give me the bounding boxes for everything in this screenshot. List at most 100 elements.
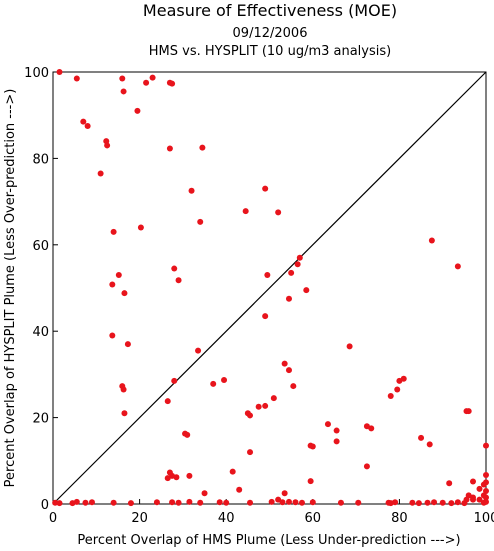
data-point bbox=[188, 187, 195, 194]
data-point bbox=[268, 498, 275, 505]
x-tick-label: 0 bbox=[49, 511, 57, 526]
y-tick-label: 40 bbox=[32, 325, 49, 340]
data-point bbox=[415, 500, 422, 507]
data-point bbox=[153, 499, 160, 506]
data-point bbox=[186, 472, 193, 479]
y-tick-label: 0 bbox=[41, 498, 49, 513]
data-point bbox=[294, 261, 301, 268]
data-point bbox=[199, 144, 206, 151]
data-point bbox=[483, 442, 489, 449]
data-point bbox=[439, 499, 446, 506]
data-point bbox=[119, 75, 126, 82]
data-point bbox=[465, 408, 472, 415]
data-point bbox=[290, 383, 297, 390]
data-point bbox=[292, 499, 299, 506]
data-point bbox=[262, 313, 269, 320]
data-point bbox=[426, 441, 433, 448]
data-point bbox=[195, 347, 202, 354]
data-point bbox=[236, 486, 243, 493]
data-point bbox=[73, 75, 80, 82]
data-point bbox=[137, 224, 144, 231]
data-point bbox=[461, 500, 468, 507]
data-point bbox=[476, 485, 483, 492]
data-point bbox=[56, 69, 63, 75]
data-point bbox=[270, 395, 277, 402]
data-point bbox=[428, 237, 435, 244]
data-point bbox=[446, 480, 453, 487]
data-point bbox=[275, 209, 282, 216]
data-point bbox=[392, 499, 399, 506]
data-point bbox=[175, 499, 182, 506]
data-point bbox=[197, 499, 204, 506]
y-axis-ticks: 0 20 40 60 80 100 bbox=[24, 66, 58, 513]
data-point bbox=[288, 269, 295, 276]
data-point bbox=[394, 386, 401, 393]
data-point bbox=[97, 170, 104, 177]
x-tick-label: 20 bbox=[131, 511, 148, 526]
data-point bbox=[197, 218, 204, 225]
data-point bbox=[56, 500, 63, 507]
x-axis-label: Percent Overlap of HMS Plume (Less Under… bbox=[77, 533, 460, 548]
data-point bbox=[210, 380, 217, 387]
data-point bbox=[424, 499, 431, 506]
data-point bbox=[109, 332, 116, 339]
data-point bbox=[418, 434, 425, 441]
data-point bbox=[279, 499, 286, 506]
y-tick-label: 100 bbox=[24, 66, 49, 81]
data-point bbox=[355, 499, 362, 506]
y-axis-label: Percent Overlap of HYSPLIT Plume (Less O… bbox=[3, 89, 18, 488]
y-tick-label: 80 bbox=[32, 152, 49, 167]
data-point bbox=[242, 208, 249, 215]
data-point bbox=[80, 118, 87, 125]
data-point bbox=[409, 499, 416, 506]
data-point bbox=[476, 496, 483, 503]
data-point bbox=[121, 410, 128, 417]
data-point bbox=[166, 145, 173, 152]
data-point bbox=[368, 425, 375, 432]
data-point bbox=[454, 263, 461, 270]
data-point bbox=[470, 496, 477, 503]
data-point bbox=[110, 499, 117, 506]
data-point bbox=[262, 185, 269, 192]
data-point bbox=[173, 474, 180, 481]
data-point bbox=[216, 499, 223, 506]
data-point bbox=[120, 88, 127, 95]
data-point bbox=[309, 499, 316, 506]
data-point bbox=[346, 343, 353, 350]
data-point bbox=[169, 80, 176, 87]
data-point bbox=[175, 277, 182, 284]
data-point bbox=[262, 402, 269, 409]
data-point bbox=[296, 254, 303, 261]
data-point bbox=[169, 499, 176, 506]
x-tick-label: 60 bbox=[305, 511, 322, 526]
data-point bbox=[363, 463, 370, 470]
y-tick-label: 20 bbox=[32, 412, 49, 427]
data-point bbox=[143, 79, 150, 86]
data-point bbox=[247, 449, 254, 456]
data-point bbox=[285, 295, 292, 302]
data-point bbox=[82, 499, 89, 506]
x-tick-label: 40 bbox=[218, 511, 235, 526]
data-point bbox=[396, 377, 403, 384]
y-tick-label: 60 bbox=[32, 239, 49, 254]
data-point bbox=[303, 287, 310, 294]
data-point bbox=[285, 498, 292, 505]
data-point bbox=[337, 499, 344, 506]
chart-title: Measure of Effectiveness (MOE) bbox=[143, 1, 397, 20]
data-point bbox=[255, 403, 262, 410]
data-point bbox=[127, 500, 134, 507]
data-point bbox=[264, 272, 271, 279]
data-point bbox=[223, 499, 230, 506]
data-point bbox=[84, 123, 91, 129]
x-tick-label: 100 bbox=[474, 511, 494, 526]
data-point bbox=[121, 290, 128, 297]
data-point bbox=[221, 377, 228, 384]
data-point bbox=[171, 265, 178, 272]
data-point bbox=[164, 398, 171, 405]
data-point bbox=[298, 499, 305, 506]
data-point bbox=[171, 377, 178, 384]
data-point bbox=[483, 498, 489, 505]
chart-subtitle: HMS vs. HYSPLIT (10 ug/m3 analysis) bbox=[149, 44, 391, 59]
data-point bbox=[115, 272, 122, 279]
